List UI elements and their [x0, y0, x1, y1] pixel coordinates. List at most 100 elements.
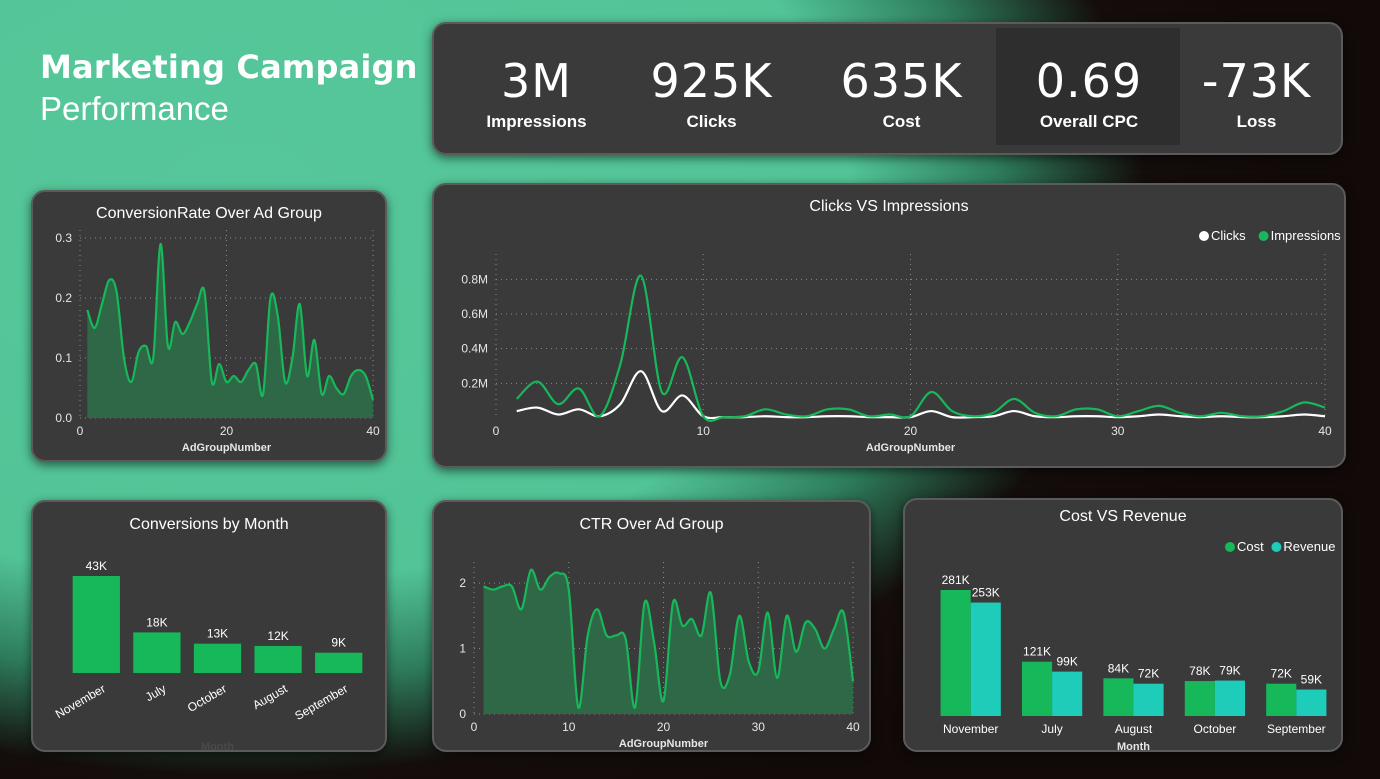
chart-title: CTR Over Ad Group [579, 516, 723, 533]
bar-data-label: 43K [86, 559, 107, 573]
x-tick-label: August [250, 681, 290, 712]
chart-title: ConversionRate Over Ad Group [96, 205, 322, 222]
kpi-label: Impressions [486, 112, 587, 131]
x-tick-label: 40 [1318, 424, 1332, 438]
bar-data-label: 13K [207, 627, 228, 641]
y-tick-label: 0.6M [461, 307, 488, 321]
bar-data-label: 281K [942, 573, 970, 587]
bar-data-label: 121K [1023, 645, 1051, 659]
bar-data-label: 78K [1189, 664, 1210, 678]
kpi-loss[interactable]: -73K Loss [1184, 24, 1329, 153]
area-fill [483, 569, 853, 714]
bar [72, 576, 120, 673]
x-tick-label: November [53, 681, 108, 721]
kpi-card: 3M Impressions 925K Clicks 635K Cost 0.6… [432, 22, 1343, 155]
bar-data-label: 12K [267, 629, 288, 643]
bar [315, 652, 363, 673]
kpi-label: Loss [1236, 112, 1277, 131]
bar-data-label: 99K [1056, 655, 1077, 669]
x-tick-label: July [143, 681, 168, 704]
x-tick-label: August [1115, 722, 1153, 736]
x-tick-label: 10 [697, 424, 711, 438]
x-axis-title: Month [1117, 741, 1150, 750]
bar-data-label: 9K [331, 636, 346, 650]
kpi-label: Cost [882, 112, 921, 131]
bar [1103, 678, 1134, 716]
series-line [515, 274, 1326, 423]
series-line [483, 568, 855, 709]
bar [193, 643, 242, 673]
x-tick-label: 0 [493, 424, 500, 438]
clicks-vs-impressions-chart: Clicks VS Impressions 0.2M 0.4M 0.6M 0.8M 0 10… [461, 198, 1341, 454]
x-axis-title: AdGroupNumber [182, 442, 272, 454]
bar [254, 645, 302, 673]
x-tick-label: November [943, 722, 998, 736]
x-tick-label: 0 [471, 720, 478, 734]
y-tick-label: 0.2 [55, 291, 72, 305]
x-tick-label: October [185, 681, 229, 714]
bar [1296, 689, 1327, 716]
bar-data-label: 253K [972, 586, 1000, 600]
x-tick-label: 40 [846, 720, 860, 734]
y-tick-label: 0.4M [461, 342, 488, 356]
bar-data-label: 84K [1108, 661, 1129, 675]
x-tick-label: 20 [904, 424, 918, 438]
kpi-value: 635K [840, 54, 963, 108]
x-axis-title: AdGroupNumber [619, 738, 709, 750]
bar-data-label: 79K [1219, 664, 1240, 678]
y-tick-label: 0.2M [461, 376, 488, 390]
kpi-label: Clicks [686, 112, 737, 131]
bar [133, 632, 181, 673]
legend-label: Cost [1237, 539, 1264, 554]
bar-data-label: 72K [1138, 667, 1159, 681]
kpi-impressions[interactable]: 3M Impressions [464, 24, 609, 153]
x-tick-label: 20 [220, 424, 234, 438]
legend-label: Clicks [1211, 228, 1246, 243]
bar [1052, 671, 1083, 716]
chart-title: Conversions by Month [129, 516, 288, 533]
bar-data-label: 59K [1301, 673, 1322, 687]
dashboard-title-block: Marketing Campaign Performance [40, 48, 418, 128]
x-tick-label: 30 [1111, 424, 1125, 438]
x-tick-label: September [292, 681, 350, 722]
kpi-clicks[interactable]: 925K Clicks [639, 24, 784, 153]
x-tick-label: September [1267, 722, 1326, 736]
kpi-overall-cpc[interactable]: 0.69 Overall CPC [1014, 24, 1164, 153]
x-tick-label: 20 [657, 720, 671, 734]
bar [1021, 661, 1053, 716]
x-tick-label: July [1041, 722, 1062, 736]
x-tick-label: 30 [752, 720, 766, 734]
chart-title: Cost VS Revenue [1059, 508, 1186, 525]
y-tick-label: 0.3 [55, 231, 72, 245]
kpi-value: 925K [650, 54, 773, 108]
series-line [86, 242, 375, 401]
ctr-card[interactable]: CTR Over Ad Group 0 1 2 0 10 20 30 40 AdGroupNumb… [432, 500, 871, 752]
area-fill [87, 243, 373, 418]
chart-title: Clicks VS Impressions [809, 198, 968, 215]
bar [940, 590, 971, 716]
legend-marker [1258, 231, 1269, 241]
bar [1266, 683, 1297, 716]
conversion-rate-card[interactable]: ConversionRate Over Ad Group 0.0 0.1 0.2 0.3… [31, 190, 387, 462]
y-tick-label: 0.1 [55, 351, 72, 365]
x-tick-label: October [1194, 722, 1237, 736]
legend-marker [1271, 542, 1282, 552]
series-line [516, 370, 1326, 420]
x-tick-label: 40 [366, 424, 380, 438]
page-title: Marketing Campaign [40, 48, 418, 86]
kpi-value: -73K [1201, 54, 1312, 108]
conversions-by-month-chart: Conversions by Month 43K November 18K July 13… [53, 516, 363, 750]
kpi-cost[interactable]: 635K Cost [829, 24, 974, 153]
cost-vs-revenue-card[interactable]: Cost VS Revenue 281K 253K November 121K 99K Ju… [903, 498, 1343, 752]
bar [1133, 683, 1164, 716]
clicks-vs-impressions-card[interactable]: Clicks VS Impressions 0.2M 0.4M 0.6M 0.8M 0 10… [432, 183, 1346, 468]
legend-marker [1225, 542, 1235, 552]
y-tick-label: 0 [459, 707, 466, 721]
bar [1214, 680, 1246, 716]
kpi-label: Overall CPC [1039, 112, 1139, 131]
conversions-by-month-card[interactable]: Conversions by Month 43K November 18K July 13… [31, 500, 387, 752]
bar [970, 602, 1001, 716]
kpi-highlight-cpc [996, 28, 1180, 145]
y-tick-label: 0.0 [55, 411, 72, 425]
